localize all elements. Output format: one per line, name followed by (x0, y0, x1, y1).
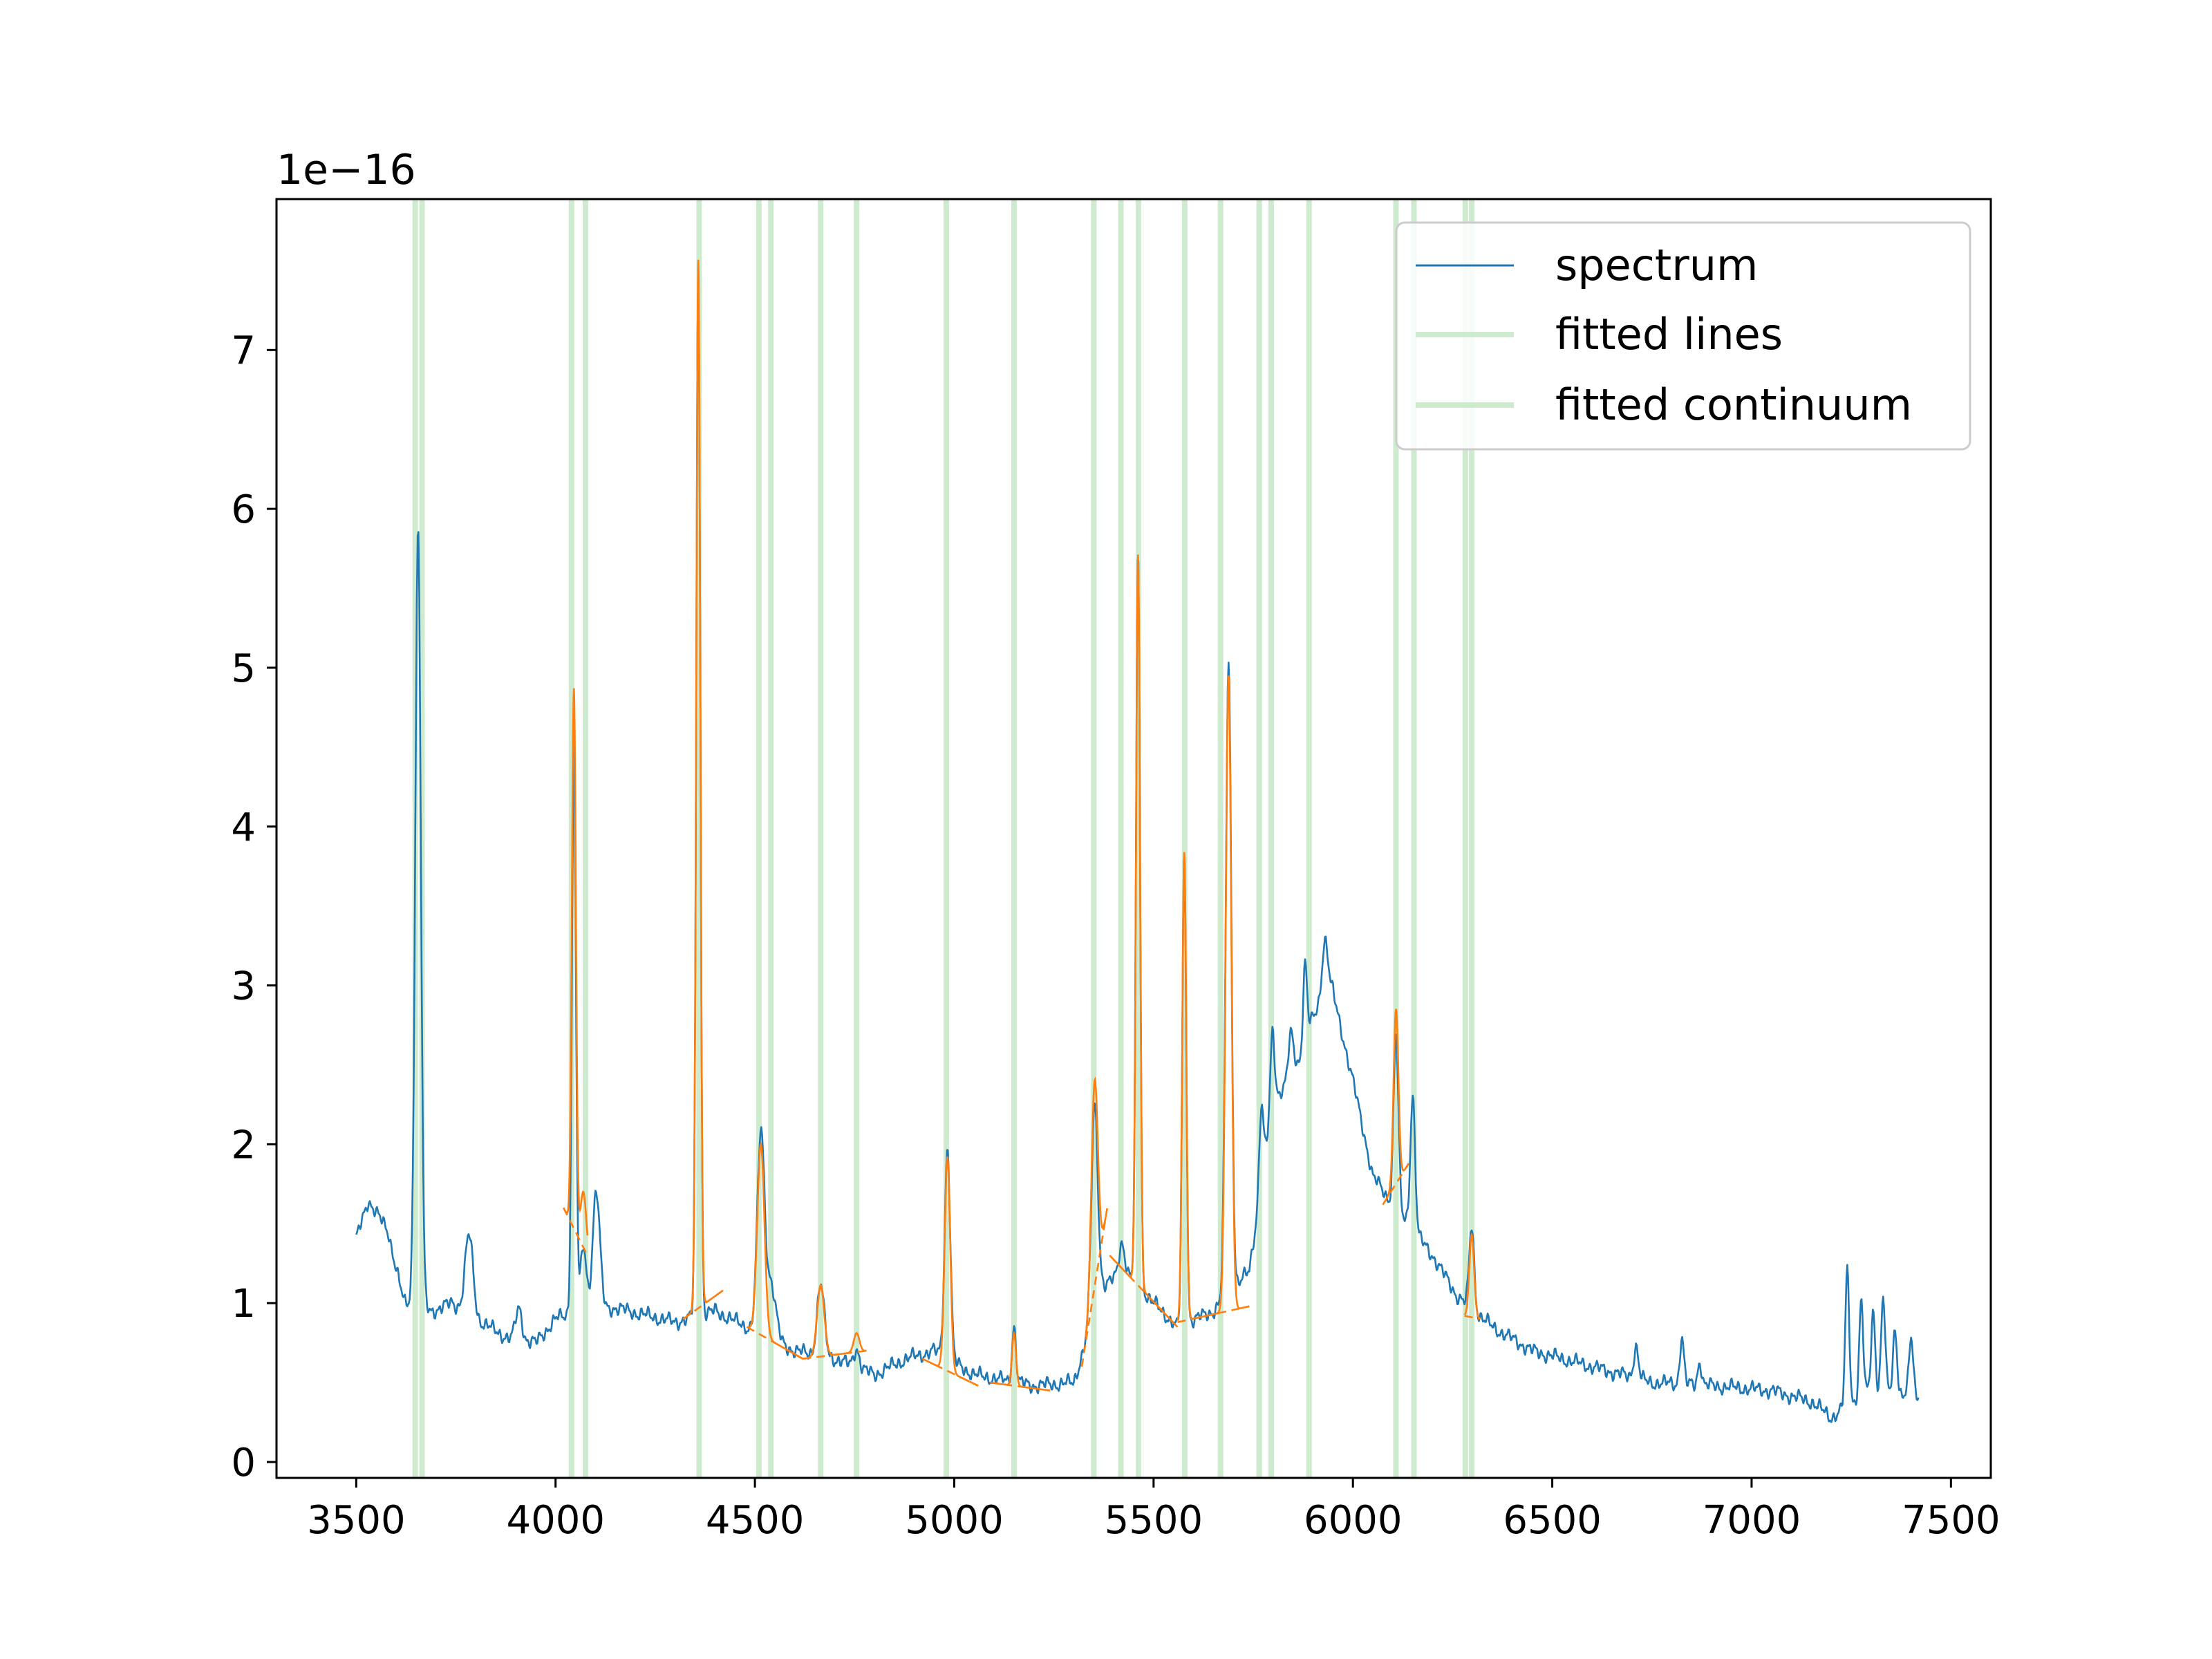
fitted-continuum-line (990, 1381, 1051, 1391)
x-tick-label: 5000 (905, 1498, 1004, 1543)
y-tick-label: 5 (231, 646, 256, 691)
y-tick-label: 2 (231, 1123, 256, 1168)
legend: spectrum fitted lines fitted continuum (1395, 221, 1971, 451)
fitted-line-curve (1384, 1009, 1410, 1202)
x-tick-label: 3500 (307, 1498, 406, 1543)
y-tick-label: 3 (231, 964, 256, 1009)
fitted-line-curve (921, 1156, 979, 1387)
fitted-continuum-line (921, 1358, 979, 1387)
fitted-continuum-line (563, 1207, 589, 1256)
plot-frame (275, 198, 1992, 1479)
y-tick-label: 1 (231, 1282, 256, 1327)
x-tick-label: 4000 (506, 1498, 605, 1543)
y-tick-label: 0 (231, 1441, 256, 1485)
fitted-continuum-line (682, 1289, 724, 1320)
legend-label-fitted-lines: fitted lines (1555, 309, 1783, 359)
fitted-continuum-line (1177, 1305, 1250, 1324)
x-axis: 3500 4000 4500 5000 5500 6000 6500 7000 7500 (307, 1478, 2000, 1543)
fitted-continuum-line (746, 1326, 803, 1360)
fit-series (563, 259, 1481, 1391)
fitted-continuum-line (803, 1349, 867, 1360)
x-tick-label: 7000 (1703, 1498, 1801, 1543)
x-tick-label: 5500 (1105, 1498, 1203, 1543)
y-tick-label: 4 (231, 805, 256, 850)
fitted-line-curve (1463, 1232, 1481, 1320)
legend-label-spectrum: spectrum (1555, 240, 1758, 290)
x-tick-label: 7500 (1902, 1498, 2000, 1543)
fitted-continuum-line (1382, 1163, 1410, 1206)
x-tick-label: 4500 (706, 1498, 805, 1543)
y-tick-label: 7 (231, 328, 256, 373)
fitted-line-curve (1085, 1076, 1107, 1338)
fitted-continuum-line (1109, 1255, 1179, 1328)
y-offset-label: 1e−16 (276, 146, 416, 194)
fitted-continuum-line (1464, 1315, 1481, 1320)
fitted-line-curve (1177, 675, 1250, 1322)
x-tick-label: 6000 (1304, 1498, 1403, 1543)
legend-box (1395, 221, 1971, 451)
fitted-line-markers (412, 199, 1475, 1478)
y-axis: 0 1 2 3 4 5 6 7 (231, 328, 276, 1485)
y-tick-label: 6 (231, 487, 256, 532)
legend-label-fitted-continuum: fitted continuum (1555, 379, 1912, 430)
x-tick-label: 6500 (1503, 1498, 1602, 1543)
fitted-line-curve (563, 688, 589, 1236)
